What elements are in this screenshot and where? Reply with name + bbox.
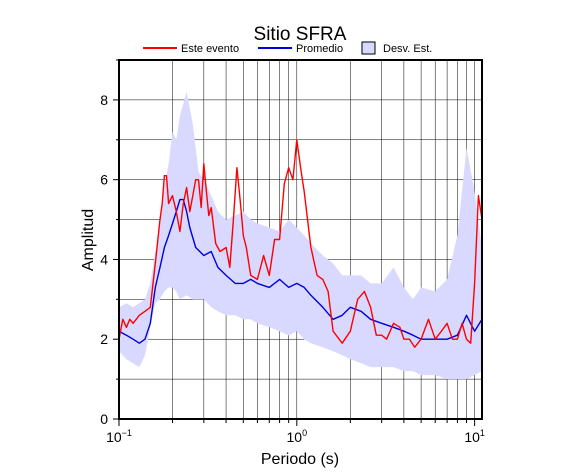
y-tick-label: 8 [100, 92, 108, 108]
y-tick-label: 6 [100, 172, 108, 188]
x-tick-label: 100 [287, 428, 308, 445]
std-dev-band [119, 91, 482, 380]
y-tick-label: 2 [100, 331, 108, 347]
series-layer [118, 139, 483, 348]
x-axis-label: Periodo (s) [261, 451, 339, 468]
series-line-promedio [118, 198, 483, 344]
legend-swatch-desv-est- [361, 41, 376, 55]
plot-area: 0 2 4 6 8 10−1 100 101 [100, 59, 485, 445]
plot-frame [118, 59, 483, 420]
std-dev-band-layer [119, 91, 482, 380]
legend-label-promedio: Promedio [296, 43, 343, 55]
chart-title: Sitio SFRA [254, 24, 347, 45]
legend-label-desv-est-: Desv. Est. [383, 43, 432, 55]
legend-label-este-evento: Este evento [181, 43, 239, 55]
x-tick-label: 101 [464, 428, 485, 445]
y-tick-label: 0 [100, 411, 108, 427]
series-line-este-evento [118, 139, 483, 348]
legend: Este evento Promedio Desv. Est. [143, 41, 432, 55]
x-tick-label: 10−1 [106, 428, 132, 445]
y-axis-label: Amplitud [80, 209, 97, 271]
axis-ticks: 0 2 4 6 8 10−1 100 101 [100, 59, 485, 445]
y-tick-label: 4 [100, 251, 108, 267]
